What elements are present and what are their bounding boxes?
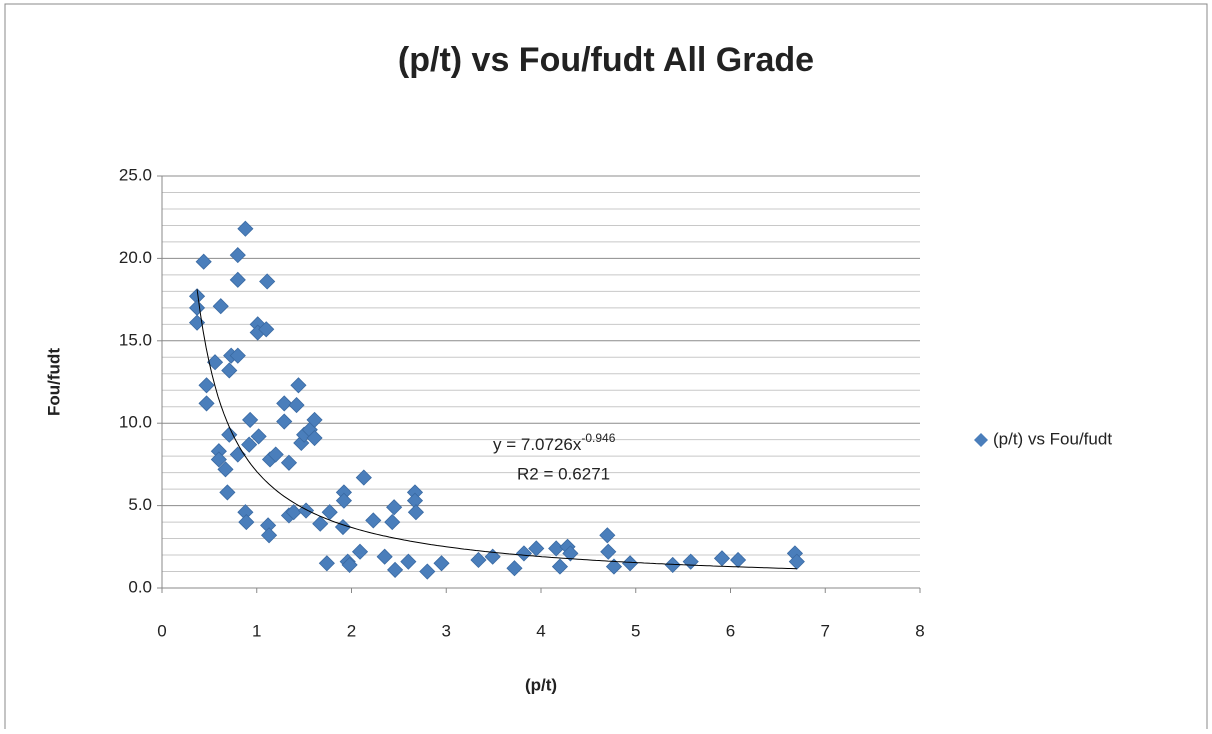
r-squared: R2 = 0.6271 [517, 464, 610, 483]
chart-frame [5, 4, 1207, 729]
x-tick-label: 5 [631, 621, 640, 640]
x-tick-label: 2 [347, 621, 356, 640]
x-tick-label: 8 [915, 621, 924, 640]
equation-text: y = 7.0726x [493, 435, 582, 454]
x-tick-label: 4 [536, 621, 545, 640]
chart: (p/t) vs Fou/fudt All Grade (p/t) Fou/fu… [0, 0, 1212, 729]
y-tick-label: 20.0 [119, 248, 152, 267]
y-tick-label: 10.0 [119, 413, 152, 432]
y-tick-label: 25.0 [119, 165, 152, 184]
legend-label: (p/t) vs Fou/fudt [993, 429, 1112, 448]
y-tick-label: 5.0 [128, 495, 152, 514]
y-tick-label: 0.0 [128, 577, 152, 596]
chart-title: (p/t) vs Fou/fudt All Grade [398, 41, 814, 79]
x-tick-label: 6 [726, 621, 735, 640]
x-tick-label: 1 [252, 621, 261, 640]
equation-exponent: -0.946 [581, 431, 615, 445]
y-tick-label: 15.0 [119, 330, 152, 349]
x-tick-label: 0 [157, 621, 166, 640]
x-tick-label: 3 [442, 621, 451, 640]
x-axis-label: (p/t) [525, 675, 557, 694]
x-tick-label: 7 [821, 621, 830, 640]
y-axis-label: Fou/fudt [44, 348, 63, 416]
